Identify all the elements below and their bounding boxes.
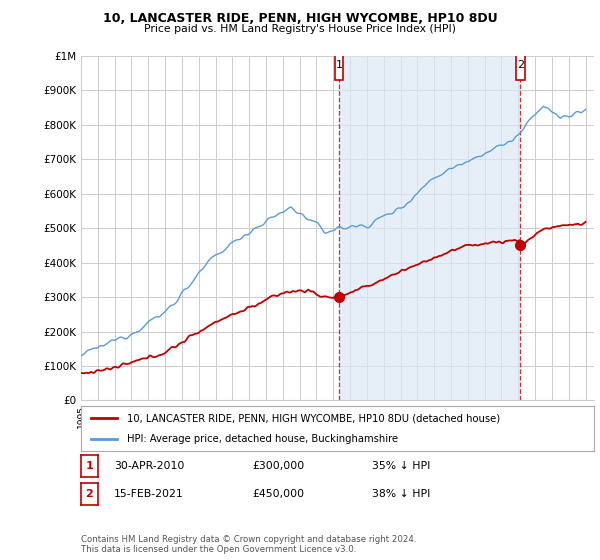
Text: £300,000: £300,000 xyxy=(252,461,304,471)
FancyBboxPatch shape xyxy=(516,49,524,80)
Text: 2: 2 xyxy=(86,489,93,499)
Text: Price paid vs. HM Land Registry's House Price Index (HPI): Price paid vs. HM Land Registry's House … xyxy=(144,24,456,34)
FancyBboxPatch shape xyxy=(335,49,343,80)
Text: 35% ↓ HPI: 35% ↓ HPI xyxy=(372,461,430,471)
Text: 38% ↓ HPI: 38% ↓ HPI xyxy=(372,489,430,499)
Text: 2: 2 xyxy=(517,59,524,69)
Text: 15-FEB-2021: 15-FEB-2021 xyxy=(114,489,184,499)
Text: 1: 1 xyxy=(86,461,93,471)
Text: 30-APR-2010: 30-APR-2010 xyxy=(114,461,184,471)
Text: Contains HM Land Registry data © Crown copyright and database right 2024.
This d: Contains HM Land Registry data © Crown c… xyxy=(81,535,416,554)
Text: £450,000: £450,000 xyxy=(252,489,304,499)
Bar xyxy=(339,56,520,400)
Text: 10, LANCASTER RIDE, PENN, HIGH WYCOMBE, HP10 8DU: 10, LANCASTER RIDE, PENN, HIGH WYCOMBE, … xyxy=(103,12,497,25)
Text: 1: 1 xyxy=(335,59,343,69)
Text: 10, LANCASTER RIDE, PENN, HIGH WYCOMBE, HP10 8DU (detached house): 10, LANCASTER RIDE, PENN, HIGH WYCOMBE, … xyxy=(127,413,500,423)
Text: HPI: Average price, detached house, Buckinghamshire: HPI: Average price, detached house, Buck… xyxy=(127,433,398,444)
